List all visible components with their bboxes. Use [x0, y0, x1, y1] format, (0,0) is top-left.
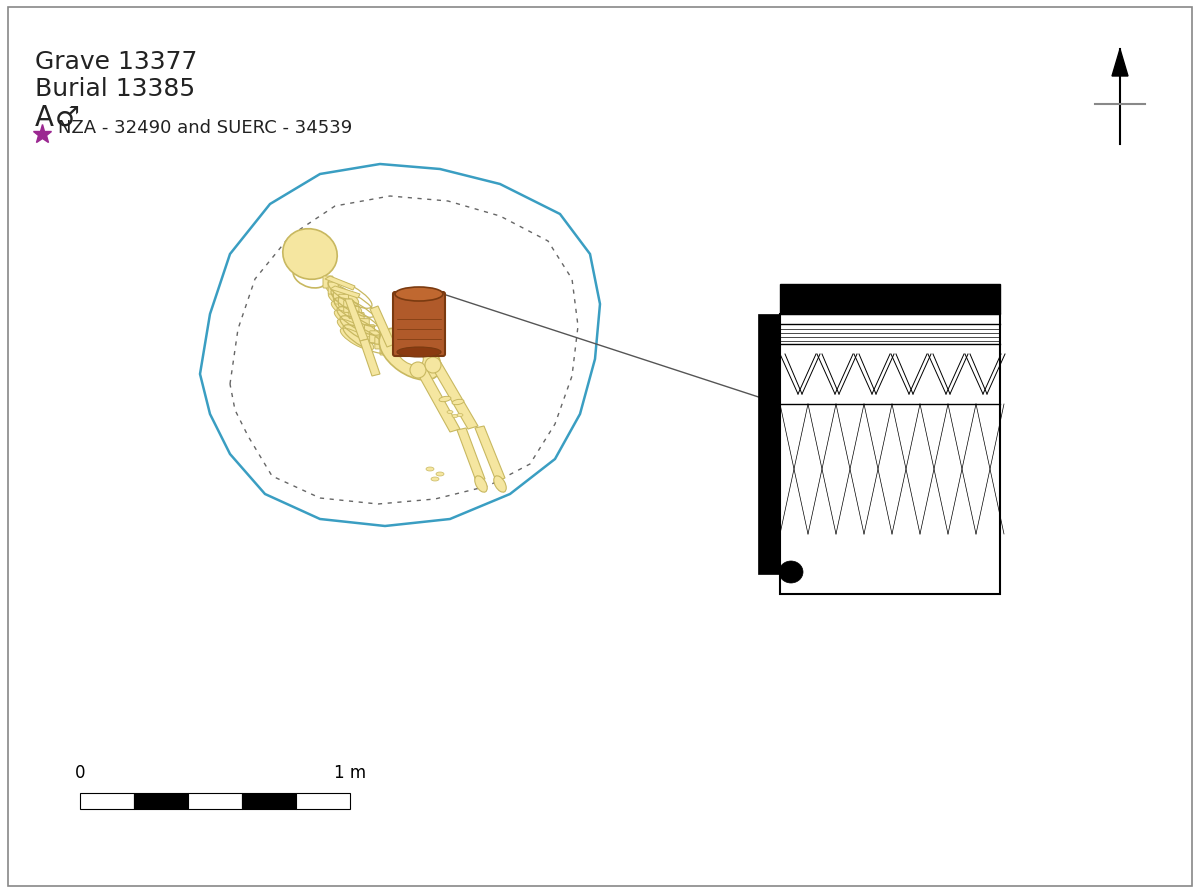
Bar — [80, 793, 134, 809]
Polygon shape — [346, 299, 368, 342]
Text: NZA - 32490 and SUERC - 34539: NZA - 32490 and SUERC - 34539 — [58, 119, 353, 137]
Ellipse shape — [452, 415, 458, 418]
FancyBboxPatch shape — [394, 292, 445, 357]
Polygon shape — [430, 361, 478, 429]
Ellipse shape — [397, 343, 424, 366]
Bar — [242, 793, 296, 809]
Text: A: A — [35, 104, 54, 131]
Bar — [296, 793, 350, 809]
FancyBboxPatch shape — [343, 301, 354, 313]
Ellipse shape — [397, 348, 442, 358]
FancyBboxPatch shape — [323, 276, 334, 289]
Ellipse shape — [337, 320, 371, 342]
Polygon shape — [475, 426, 505, 482]
Ellipse shape — [426, 468, 434, 471]
Polygon shape — [457, 428, 485, 482]
Ellipse shape — [439, 397, 451, 402]
FancyBboxPatch shape — [370, 332, 379, 343]
Circle shape — [410, 363, 426, 378]
Ellipse shape — [325, 284, 359, 306]
Polygon shape — [330, 284, 350, 305]
Ellipse shape — [431, 477, 439, 482]
FancyBboxPatch shape — [758, 315, 780, 574]
Ellipse shape — [457, 414, 463, 417]
Ellipse shape — [448, 411, 454, 414]
Polygon shape — [1112, 50, 1128, 77]
Ellipse shape — [335, 311, 367, 333]
FancyBboxPatch shape — [359, 319, 370, 332]
FancyBboxPatch shape — [780, 284, 1000, 315]
Bar — [188, 793, 242, 809]
Ellipse shape — [331, 302, 365, 324]
Bar — [134, 793, 188, 809]
Text: ♂: ♂ — [55, 104, 80, 131]
Ellipse shape — [329, 293, 361, 315]
Text: 1 m: 1 m — [334, 763, 366, 781]
Polygon shape — [330, 287, 360, 299]
Ellipse shape — [436, 472, 444, 477]
Polygon shape — [360, 340, 380, 376]
Ellipse shape — [779, 561, 803, 584]
Polygon shape — [325, 276, 355, 291]
Polygon shape — [370, 307, 395, 348]
Text: 0: 0 — [74, 763, 85, 781]
Text: Burial 13385: Burial 13385 — [35, 77, 196, 101]
FancyBboxPatch shape — [374, 338, 385, 350]
Circle shape — [425, 358, 442, 374]
FancyBboxPatch shape — [328, 283, 338, 295]
FancyBboxPatch shape — [365, 325, 374, 337]
FancyBboxPatch shape — [338, 295, 348, 307]
FancyBboxPatch shape — [354, 313, 364, 325]
Polygon shape — [415, 367, 460, 433]
Text: Grave 13377: Grave 13377 — [35, 50, 197, 74]
FancyBboxPatch shape — [334, 289, 343, 301]
Ellipse shape — [379, 329, 440, 381]
Ellipse shape — [493, 477, 506, 493]
Ellipse shape — [475, 477, 487, 493]
Ellipse shape — [452, 400, 464, 405]
FancyBboxPatch shape — [780, 315, 1000, 595]
Ellipse shape — [283, 230, 337, 280]
Ellipse shape — [395, 288, 443, 301]
FancyBboxPatch shape — [349, 308, 359, 319]
FancyBboxPatch shape — [380, 343, 390, 356]
Ellipse shape — [341, 329, 373, 350]
